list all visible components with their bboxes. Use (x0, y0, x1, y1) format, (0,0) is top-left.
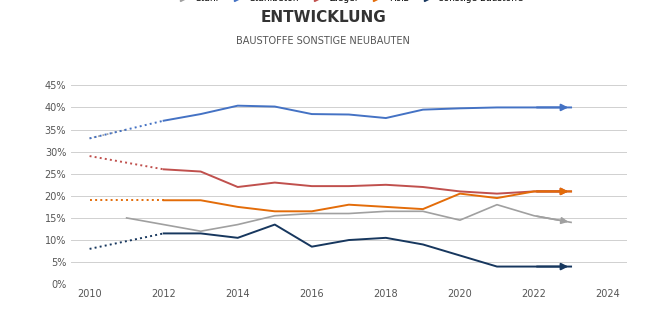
Text: ENTWICKLUNG: ENTWICKLUNG (260, 10, 386, 25)
Text: BAUSTOFFE SONSTIGE NEUBAUTEN: BAUSTOFFE SONSTIGE NEUBAUTEN (236, 36, 410, 46)
Legend: Stahl, Stahlbeton, Ziegel, Holz, sonstige Baustoffe: Stahl, Stahlbeton, Ziegel, Holz, sonstig… (171, 0, 527, 7)
